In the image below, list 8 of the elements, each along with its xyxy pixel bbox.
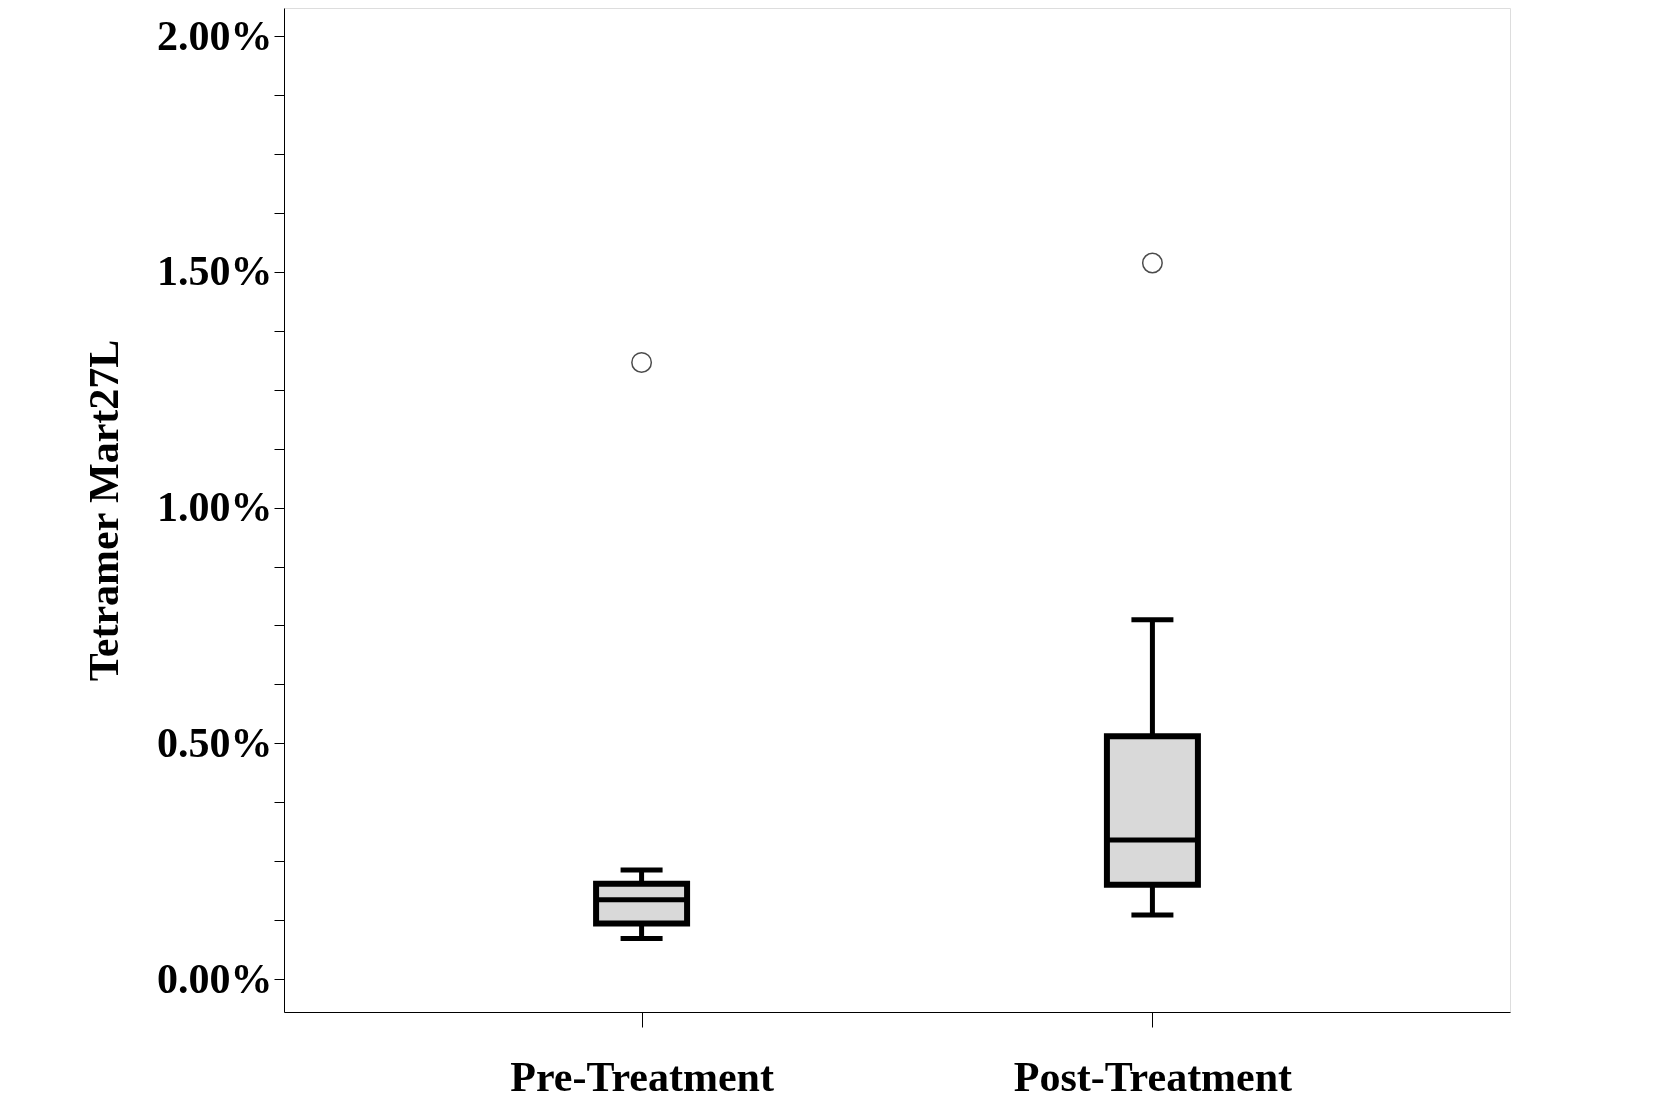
y-tick-label: 1.50% xyxy=(157,248,273,295)
y-tick-label: 1.00% xyxy=(157,484,273,531)
y-tick-label: 0.00% xyxy=(157,955,273,1002)
y-tick-label: 2.00% xyxy=(157,12,273,59)
x-tick-label: Pre-Treatment xyxy=(510,1053,774,1100)
y-tick-label: 0.50% xyxy=(157,719,273,766)
y-axis-title: Tetramer Mart27L xyxy=(81,339,127,682)
x-tick-label: Post-Treatment xyxy=(1013,1053,1293,1100)
